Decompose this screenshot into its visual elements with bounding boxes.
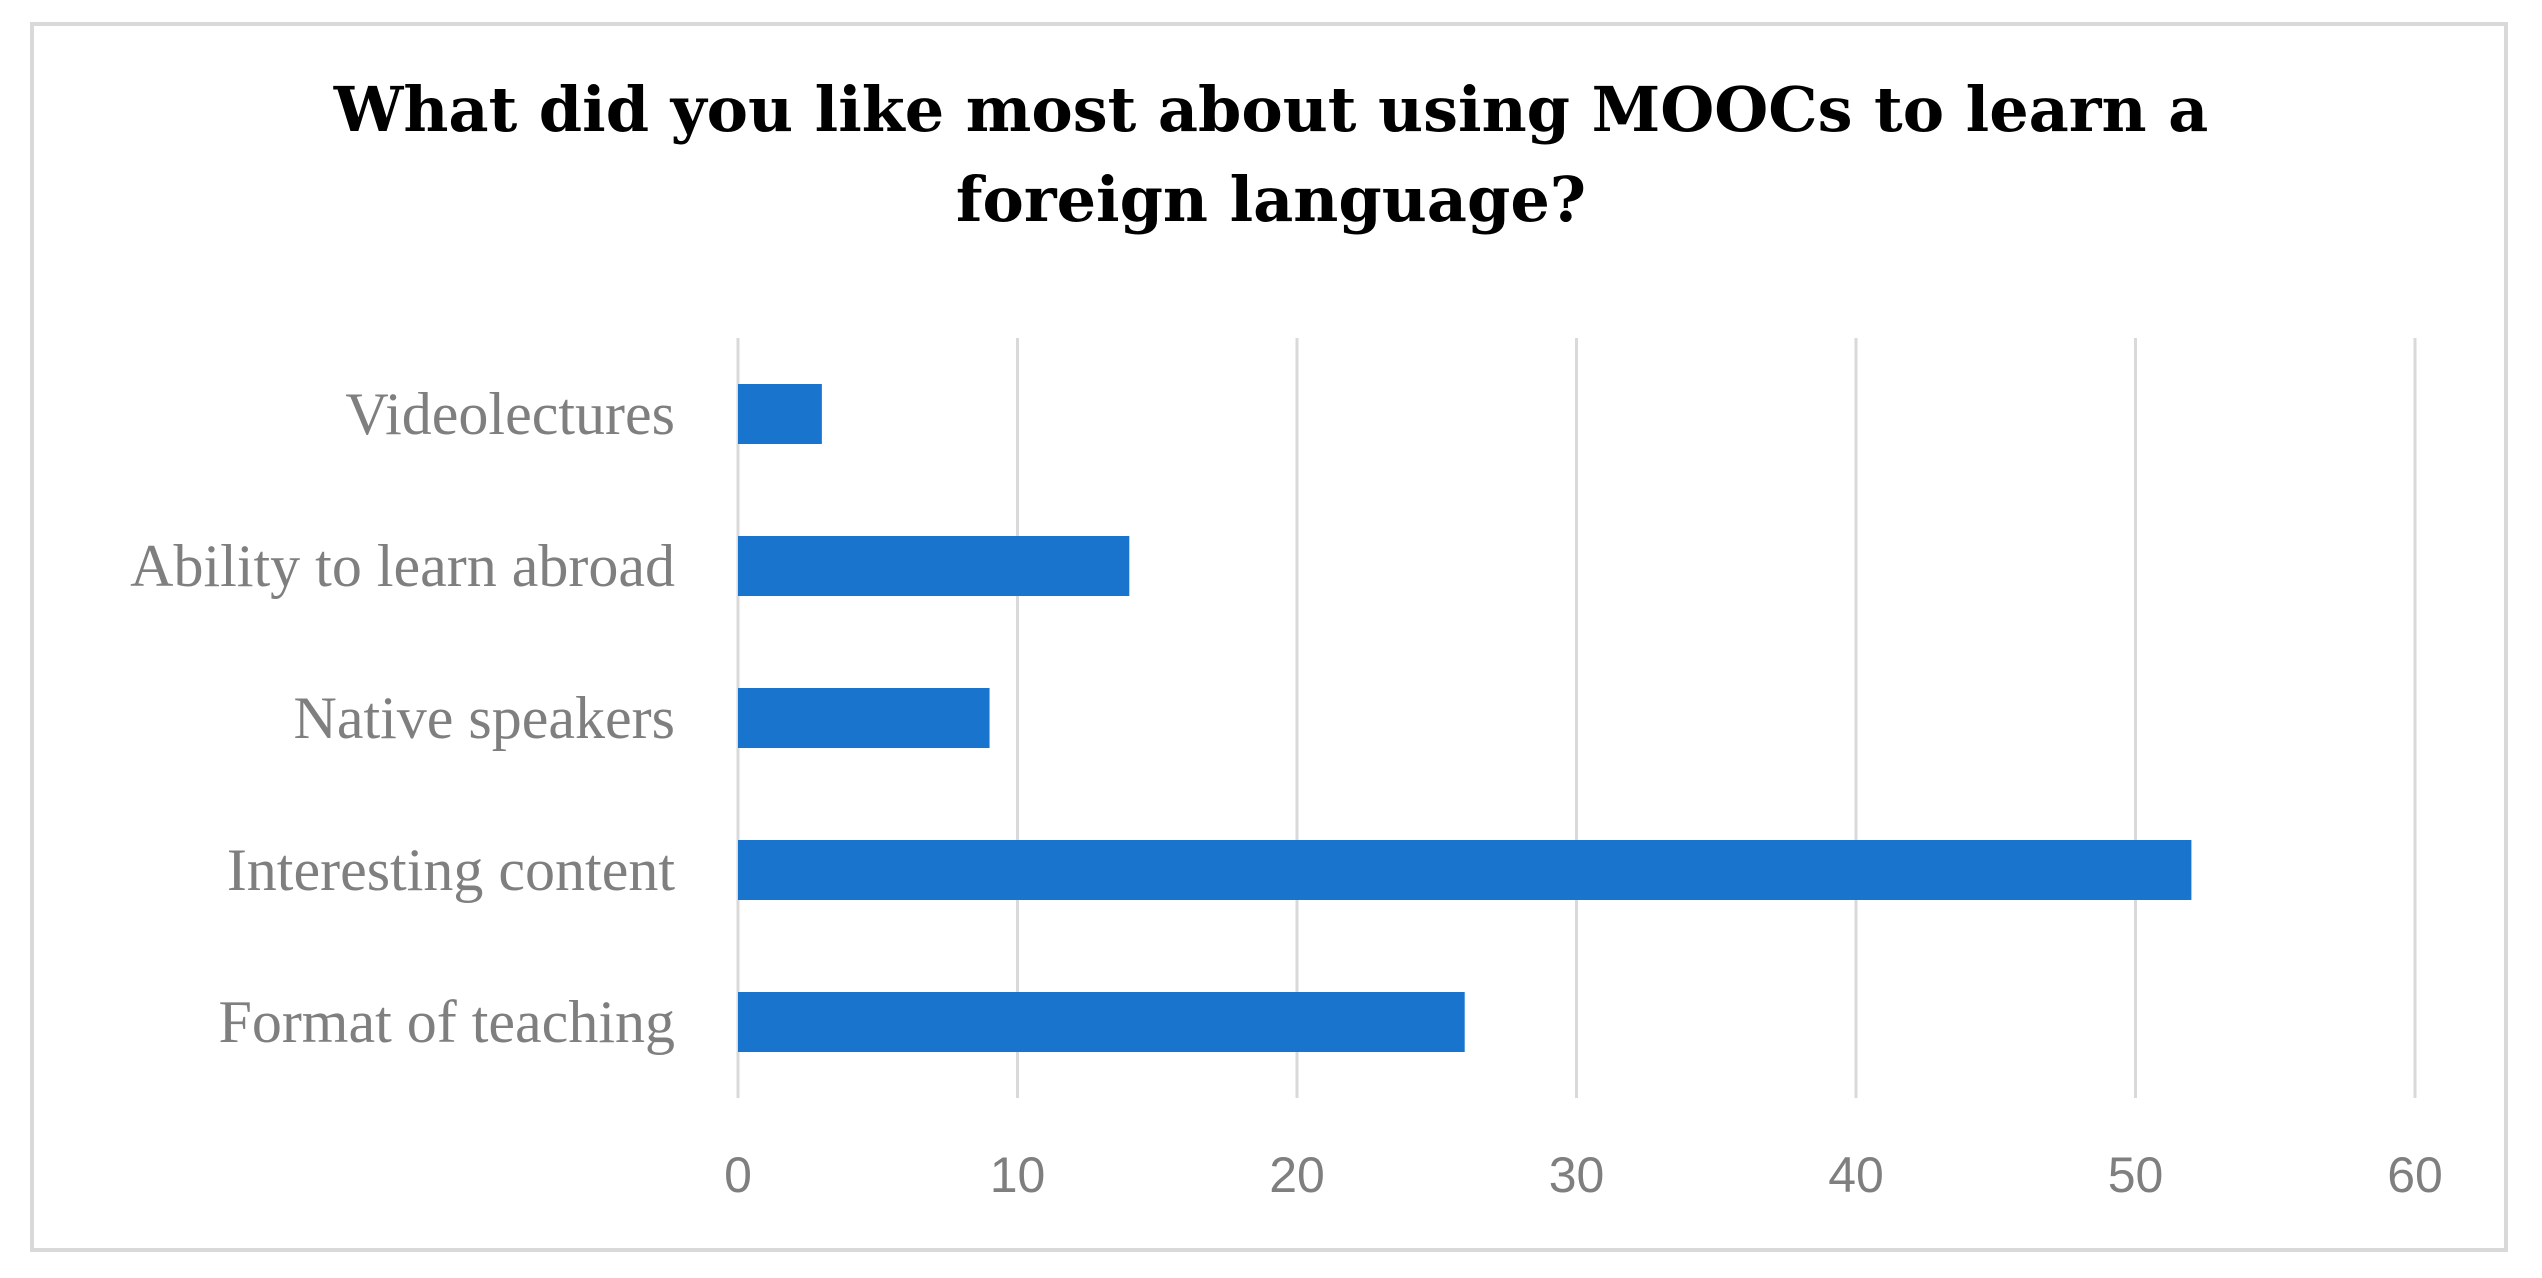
gridlines	[736, 338, 2417, 1098]
bar	[738, 840, 2192, 900]
x-tick-label: 60	[2387, 1147, 2443, 1203]
x-tick-label: 10	[990, 1147, 1046, 1203]
chart-title: What did you like most about using MOOCs…	[333, 73, 2209, 236]
category-label: Interesting content	[227, 837, 676, 903]
category-labels: Videolectures Ability to learn abroad Nati…	[130, 381, 675, 1055]
bars	[738, 384, 2192, 1052]
bar	[738, 992, 1465, 1052]
x-tick-label: 20	[1269, 1147, 1325, 1203]
category-label: Format of teaching	[218, 989, 675, 1055]
tick-labels: 0 10 20 30 40 50 60	[724, 1147, 2443, 1203]
x-tick-label: 0	[724, 1147, 752, 1203]
category-label: Ability to learn abroad	[130, 533, 675, 599]
bar	[738, 688, 990, 748]
category-label: Native speakers	[293, 685, 675, 751]
bar	[738, 536, 1130, 596]
bar	[738, 384, 822, 444]
x-tick-label: 30	[1549, 1147, 1605, 1203]
x-tick-label: 40	[1828, 1147, 1884, 1203]
category-label: Videolectures	[345, 381, 675, 447]
x-tick-label: 50	[2108, 1147, 2164, 1203]
